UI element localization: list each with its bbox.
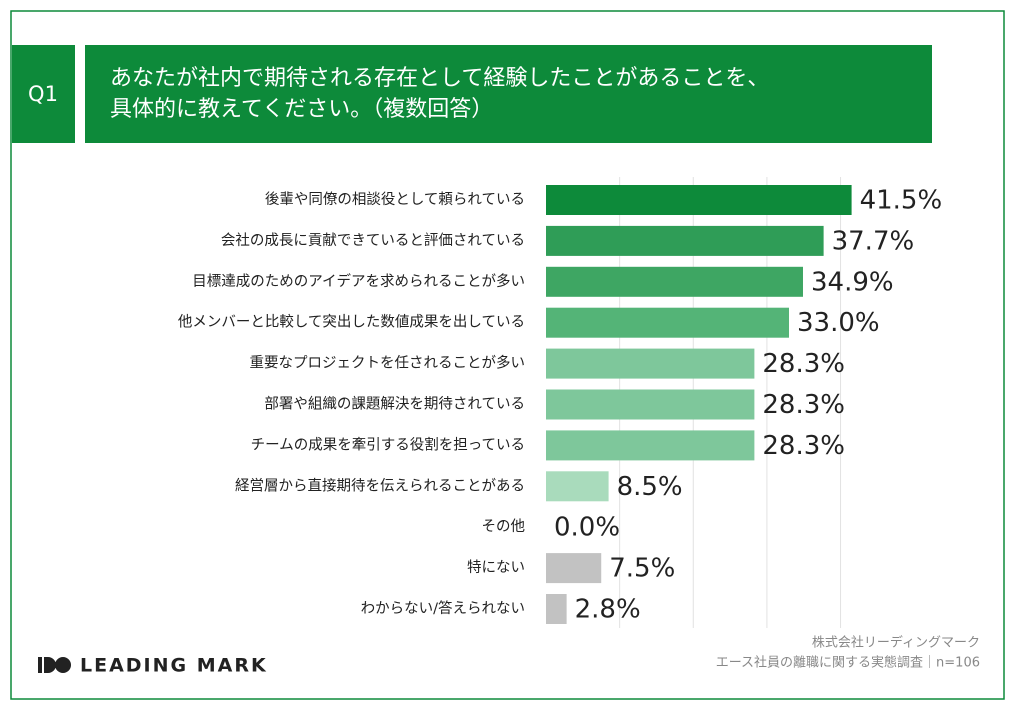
category-label: 目標達成のためのアイデアを求められることが多い xyxy=(192,272,525,290)
logo-mark xyxy=(38,657,42,673)
category-label: 特にない xyxy=(467,559,525,576)
bar xyxy=(546,225,824,256)
category-label: チームの成果を牽引する役割を担っている xyxy=(251,435,525,453)
bar xyxy=(546,307,789,338)
value-label: 7.5% xyxy=(609,554,675,584)
value-label: 37.7% xyxy=(832,226,915,256)
title-box xyxy=(85,45,932,143)
bar xyxy=(546,266,803,297)
value-label: 28.3% xyxy=(762,349,845,379)
category-label: 重要なプロジェクトを任されることが多い xyxy=(250,355,526,372)
category-label: 経営層から直接期待を伝えられることがある xyxy=(235,477,525,494)
category-label: その他 xyxy=(482,518,526,535)
source: エース社員の離職に関する実態調査｜n=106 xyxy=(716,655,980,671)
question-label: Q1 xyxy=(28,82,58,106)
logo-text: LEADING MARK xyxy=(80,655,268,677)
value-label: 0.0% xyxy=(554,513,620,543)
value-label: 2.8% xyxy=(575,595,641,625)
title: あなたが社内で期待される存在として経験したことがあることを、 xyxy=(110,66,769,91)
value-label: 34.9% xyxy=(811,267,894,297)
bar xyxy=(546,553,602,584)
value-label: 8.5% xyxy=(617,472,683,502)
value-label: 28.3% xyxy=(762,390,845,420)
logo xyxy=(38,657,71,673)
category-label: 会社の成長に貢献できていると評価されている xyxy=(221,232,525,249)
bar xyxy=(546,348,755,379)
question-box xyxy=(12,45,75,143)
frame xyxy=(10,10,1005,700)
logo-mark xyxy=(55,657,71,673)
value-label: 28.3% xyxy=(762,431,845,461)
bar xyxy=(546,594,567,624)
value-label: 41.5% xyxy=(860,186,943,216)
value-label: 33.0% xyxy=(797,308,880,338)
title: 具体的に教えてください。（複数回答） xyxy=(110,97,493,122)
category-label: 後輩や同僚の相談役として頼られている xyxy=(265,191,525,208)
category-label: わからない/答えられない xyxy=(361,600,525,617)
bar xyxy=(546,389,755,420)
logo-mark xyxy=(44,657,56,673)
bar xyxy=(546,185,852,215)
bar xyxy=(546,430,755,461)
category-label: 他メンバーと比較して突出した数値成果を出している xyxy=(178,313,525,331)
source: 株式会社リーディングマーク xyxy=(812,635,980,651)
bar xyxy=(546,471,609,502)
category-label: 部署や組織の課題解決を期待されている xyxy=(264,396,525,413)
